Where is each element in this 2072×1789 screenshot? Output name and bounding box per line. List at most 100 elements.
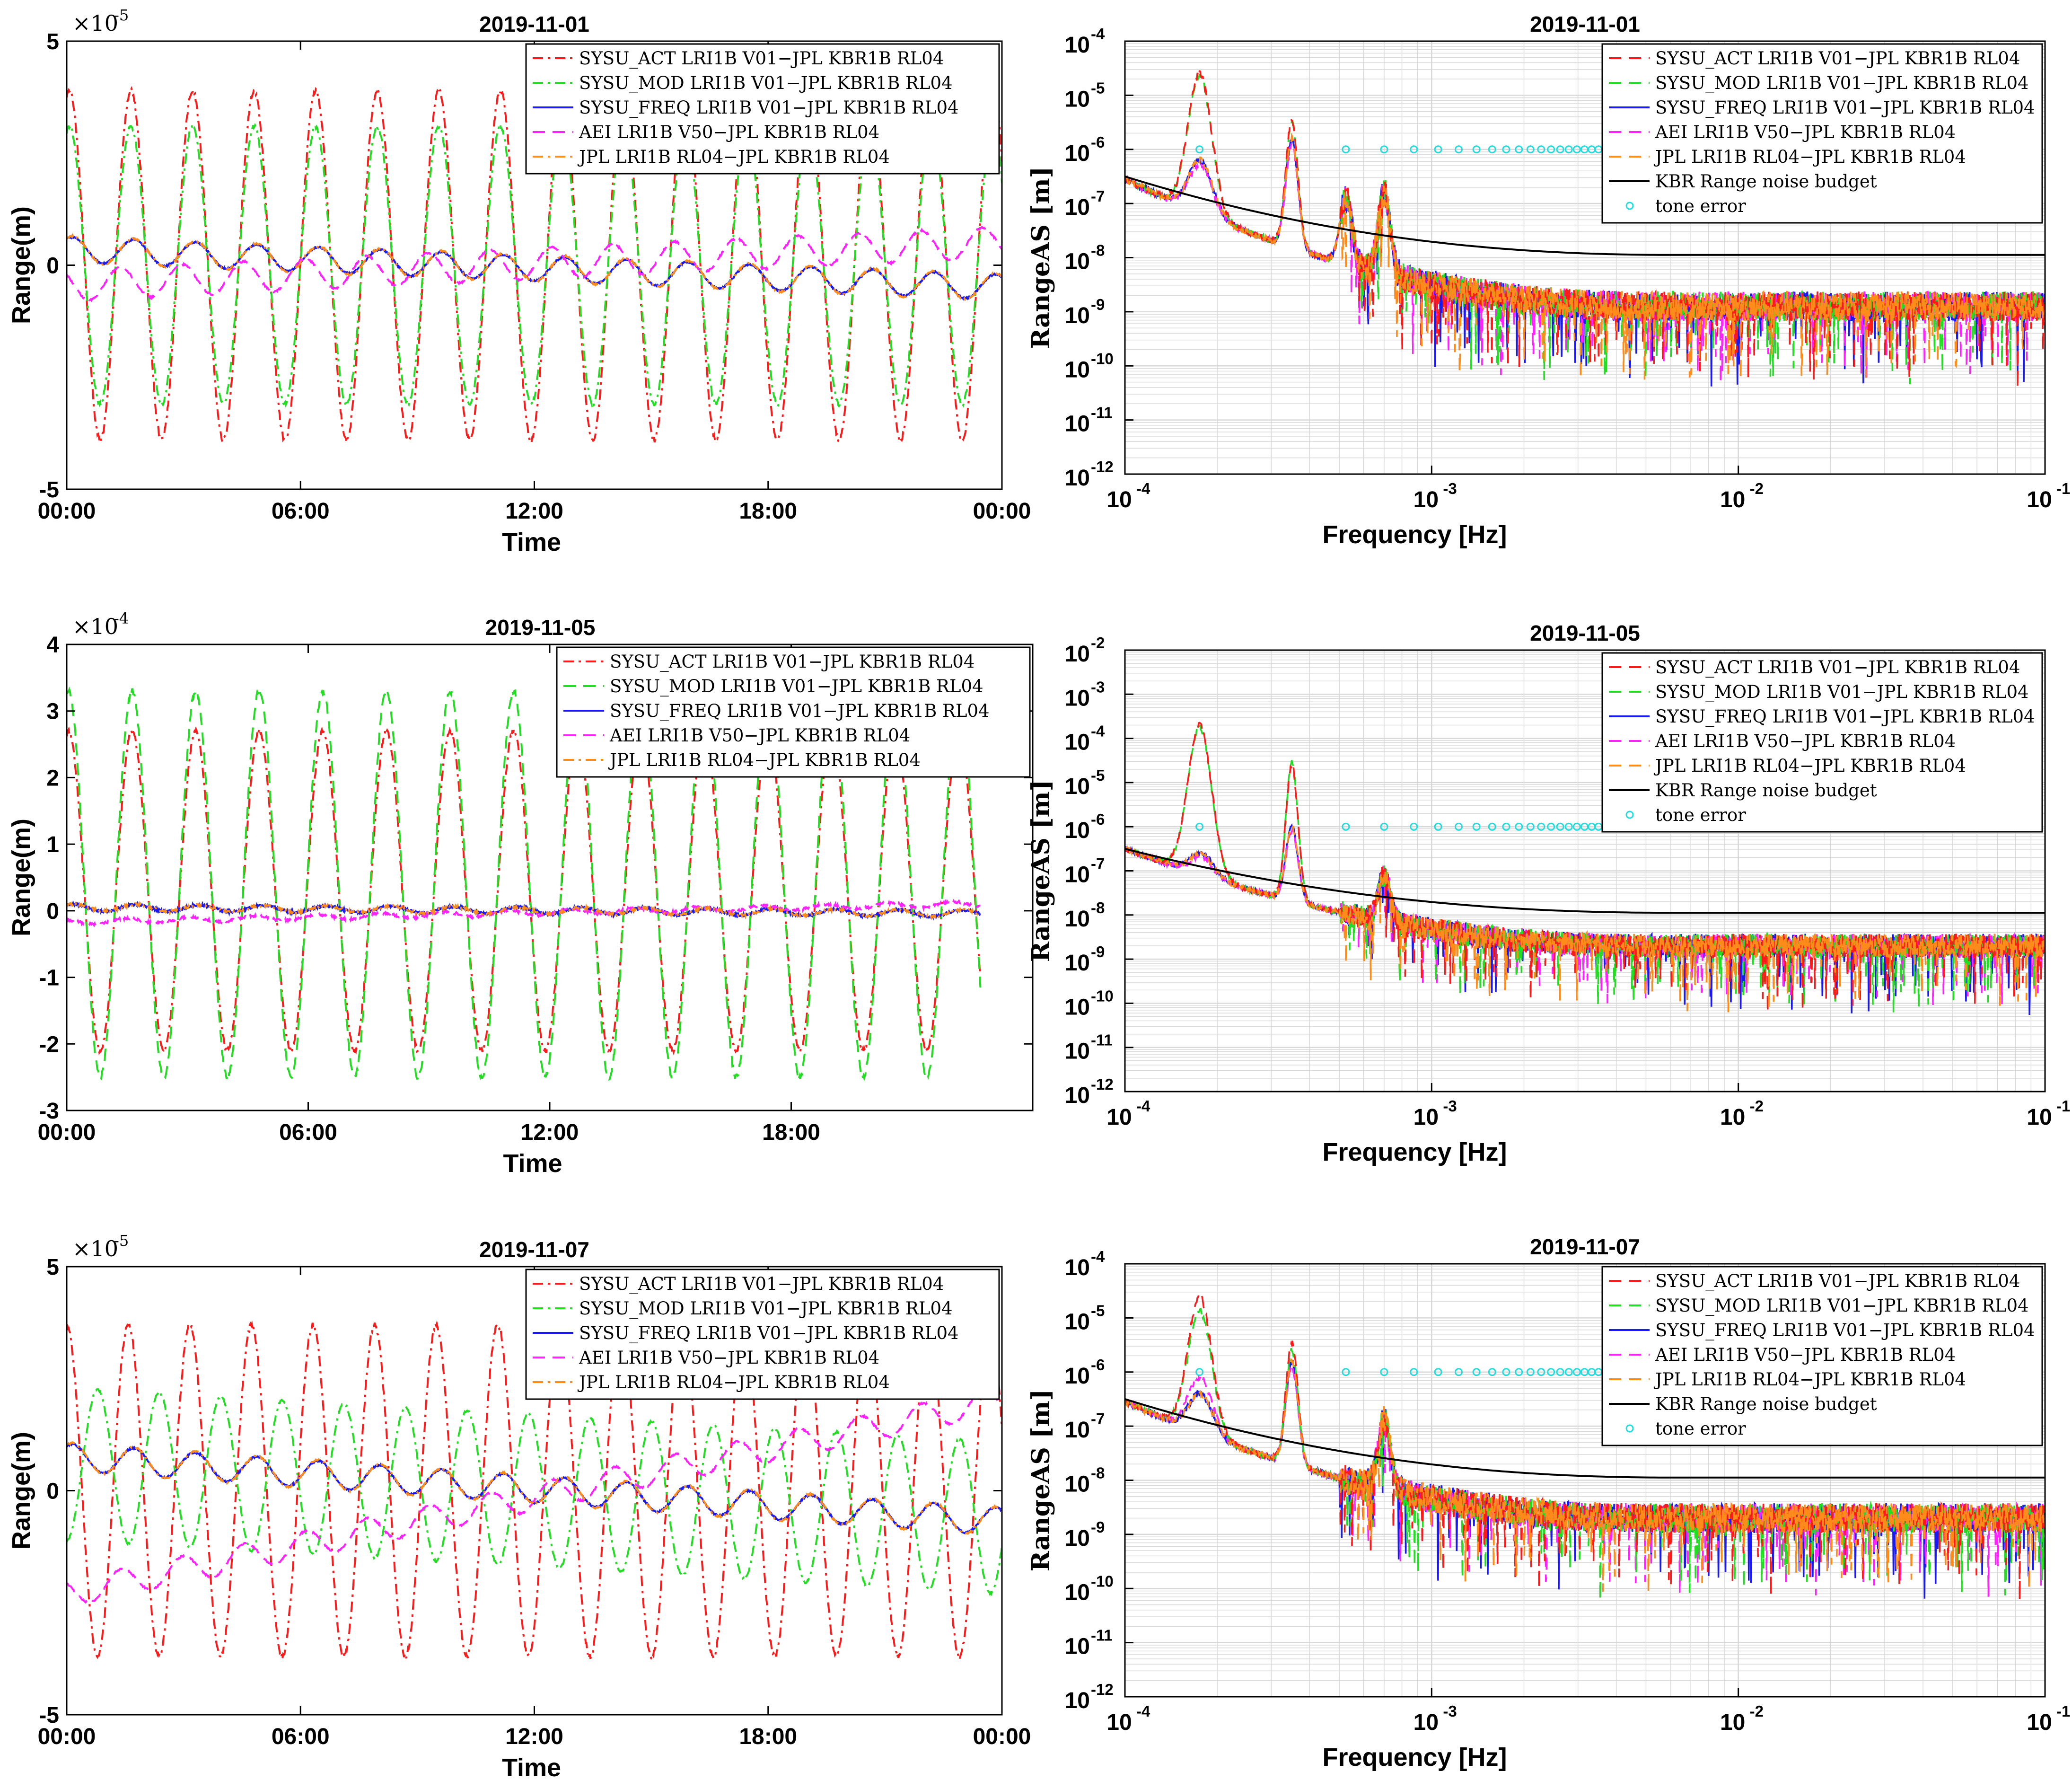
y-tick-label: 10	[1065, 1418, 1090, 1443]
legend-label-sysu_mod: SYSU_MOD LRI1B V01−JPL KBR1B RL04	[610, 676, 983, 697]
legend-tone-marker	[1625, 811, 1634, 819]
y-axis-label: RangeAS [m]	[1027, 167, 1055, 349]
kbr-noise-budget-line	[1125, 175, 2045, 256]
plot-area-psd2	[1125, 722, 2045, 1015]
tone-error-point	[1380, 822, 1388, 831]
kbr-noise-budget-line	[1125, 847, 2045, 914]
legend-tone-marker	[1625, 1424, 1634, 1433]
x-tick-label: 12:00	[505, 1724, 563, 1749]
legend-label-jpl: JPL LRI1B RL04−JPL KBR1B RL04	[577, 1372, 890, 1392]
y-tick-label-exponent: -8	[1091, 242, 1105, 259]
legend-label-aei: AEI LRI1B V50−JPL KBR1B RL04	[1655, 1345, 1956, 1365]
series-line-aei	[67, 898, 981, 928]
y-tick-label: 0	[46, 899, 59, 924]
tone-error-point	[1502, 822, 1510, 831]
x-tick-label: 10	[1106, 487, 1132, 512]
legend-label-sysu_mod: SYSU_MOD LRI1B V01−JPL KBR1B RL04	[1655, 1295, 2029, 1316]
y-tick-label: 10	[1065, 195, 1090, 220]
legend-box	[1601, 652, 2043, 833]
tone-error-point	[1342, 822, 1350, 831]
y-tick-label: 10	[1065, 87, 1090, 112]
x-tick-label-exponent: -4	[1136, 1702, 1150, 1720]
chart-title: 2019-11-01	[479, 12, 589, 36]
panel-psd1: 10 -4 10 -3 10 -2 10 -110 -410 -510 -610 -710 -810 -9…	[1027, 12, 2070, 549]
legend-label-aei: AEI LRI1B V50−JPL KBR1B RL04	[579, 1348, 879, 1368]
x-axis-label: Time	[502, 1754, 561, 1782]
y-tick-label: 10	[1065, 141, 1090, 166]
tone-error-point	[1410, 1368, 1418, 1376]
x-tick-label: 10	[2027, 487, 2052, 512]
y-tick-label: 10	[1065, 818, 1090, 843]
y-axis-label: Range(m)	[7, 819, 35, 936]
tone-error-point	[1515, 1368, 1523, 1376]
grid	[1124, 41, 2045, 475]
tone-error-point	[1556, 1368, 1564, 1376]
legend-box	[556, 646, 1031, 778]
chart-title: 2019-11-05	[1530, 621, 1640, 645]
legend-label-tone_error: tone error	[1655, 805, 1746, 825]
y-tick-label-exponent: -8	[1091, 899, 1105, 917]
plot-area-psd3	[1125, 1292, 2045, 1600]
y-tick-label: 10	[1065, 951, 1090, 976]
tone-error-point	[1472, 822, 1481, 831]
legend-label-sysu_mod: SYSU_MOD LRI1B V01−JPL KBR1B RL04	[579, 1298, 953, 1319]
y-tick-label-exponent: -4	[1091, 1248, 1105, 1265]
y-tick-label-exponent: -10	[1091, 987, 1114, 1005]
x-axis-label: Time	[503, 1149, 562, 1178]
x-tick-label: 12:00	[505, 499, 563, 524]
x-tick-label: 18:00	[762, 1120, 820, 1145]
x-tick-label-exponent: -2	[1750, 1702, 1764, 1720]
x-tick-label: 12:00	[521, 1120, 579, 1145]
y-tick-label-exponent: -6	[1091, 1356, 1105, 1374]
x-axis-label: Frequency [Hz]	[1322, 1138, 1507, 1166]
legend-label-sysu_freq: SYSU_FREQ LRI1B V01−JPL KBR1B RL04	[1655, 1320, 2035, 1341]
y-tick-label: 10	[1065, 907, 1090, 932]
legend-label-sysu_act: SYSU_ACT LRI1B V01−JPL KBR1B RL04	[1655, 657, 2020, 678]
tone-error-point	[1547, 822, 1555, 831]
legend-label-jpl: JPL LRI1B RL04−JPL KBR1B RL04	[608, 750, 921, 770]
tone-error-point	[1488, 822, 1496, 831]
tone-error-point	[1547, 145, 1555, 154]
series-line-sysu_act	[67, 725, 982, 1056]
legend-box	[1601, 1266, 2043, 1446]
y-tick-label: 10	[1065, 995, 1090, 1020]
y-tick-label: -5	[39, 1703, 59, 1728]
plot-area-psd1	[1125, 70, 2045, 388]
tone-error-point	[1342, 1368, 1350, 1376]
legend-label-aei: AEI LRI1B V50−JPL KBR1B RL04	[1655, 731, 1956, 751]
tone-error-point	[1515, 822, 1523, 831]
chart-title: 2019-11-07	[479, 1237, 589, 1262]
y-tick-label: 10	[1065, 33, 1090, 58]
y-tick-label: 3	[46, 699, 59, 724]
x-tick-label: 06:00	[272, 499, 330, 524]
legend-label-aei: AEI LRI1B V50−JPL KBR1B RL04	[609, 725, 910, 746]
x-tick-label-exponent: -3	[1443, 480, 1457, 497]
series-line-sysu_act	[67, 1319, 1002, 1661]
series-line-sysu_mod	[67, 1388, 1002, 1596]
y-tick-label-exponent: -5	[1091, 79, 1105, 97]
axis-multiplier-base: ×10	[72, 10, 118, 36]
y-tick-label: 10	[1065, 686, 1090, 711]
x-axis-label: Time	[502, 528, 561, 556]
y-tick-label-exponent: -7	[1091, 187, 1105, 205]
chart-title: 2019-11-07	[1530, 1234, 1640, 1259]
y-tick-label-exponent: -11	[1091, 1627, 1113, 1644]
tone-error-point	[1526, 145, 1535, 154]
series-line-jpl	[67, 901, 981, 920]
tone-error-point	[1564, 822, 1573, 831]
legend-label-tone_error: tone error	[1655, 196, 1746, 216]
y-tick-label: 10	[1065, 642, 1090, 667]
x-tick-label-exponent: -1	[2056, 1702, 2070, 1720]
x-tick-label-exponent: -1	[2056, 480, 2070, 497]
tone-error-point	[1488, 145, 1496, 154]
y-tick-label-exponent: -4	[1091, 25, 1105, 43]
x-tick-label-exponent: -4	[1136, 480, 1150, 497]
tone-error-point	[1472, 145, 1481, 154]
y-tick-label-exponent: -11	[1091, 404, 1113, 422]
legend-box	[525, 1269, 1000, 1400]
y-tick-label: 2	[46, 766, 59, 791]
y-tick-label-exponent: -7	[1091, 855, 1105, 872]
x-tick-label-exponent: -1	[2056, 1097, 2070, 1115]
y-tick-label: 10	[1065, 1039, 1090, 1064]
tone-error-point	[1195, 145, 1204, 154]
